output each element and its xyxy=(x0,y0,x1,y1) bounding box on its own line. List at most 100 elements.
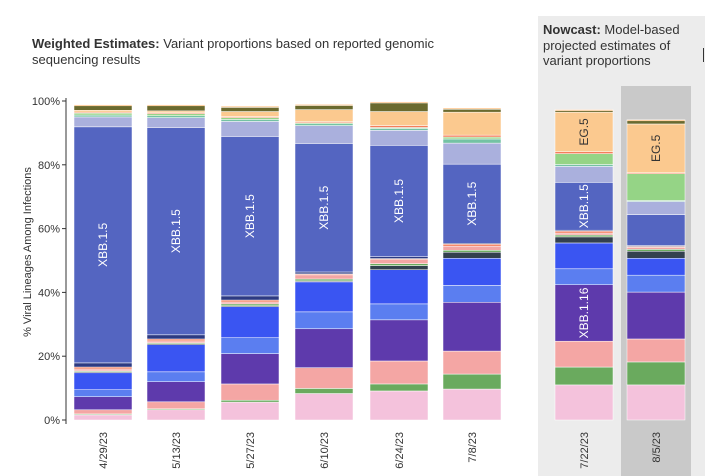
bar-segment xyxy=(443,143,501,164)
bar-segment xyxy=(555,152,613,154)
bar-segment xyxy=(147,341,205,343)
bar-segment xyxy=(555,164,613,166)
x-tick-label: 5/13/23 xyxy=(171,432,183,469)
bar-segment xyxy=(627,292,685,339)
bar-segment xyxy=(295,126,353,144)
bar-segment xyxy=(295,394,353,420)
bar-segment xyxy=(370,304,428,320)
bar-segment xyxy=(443,135,501,137)
bar-segment xyxy=(443,139,501,143)
bar-segment xyxy=(147,118,205,128)
x-tick-label: 7/22/23 xyxy=(579,432,591,469)
bar-segment xyxy=(555,243,613,269)
bar-segment xyxy=(221,400,279,402)
bar-segment xyxy=(555,235,613,237)
bar-segment xyxy=(295,368,353,389)
bar-segment xyxy=(627,201,685,214)
bar-segment xyxy=(74,115,132,117)
y-tick-label: 60% xyxy=(38,224,60,236)
bar-segment xyxy=(443,302,501,351)
bar-segment xyxy=(370,266,428,270)
bar-label: EG.5 xyxy=(577,118,591,146)
bar-segment xyxy=(221,300,279,302)
bar-label: XBB.1.5 xyxy=(392,179,406,223)
y-tick-label: 80% xyxy=(38,160,60,172)
bar-segment xyxy=(370,320,428,361)
bar-segment xyxy=(555,385,613,420)
bar-segment xyxy=(627,120,685,121)
bar-segment xyxy=(370,257,428,259)
bar-segment xyxy=(74,397,132,410)
bar-segment xyxy=(443,108,501,109)
bar-segment xyxy=(74,415,132,420)
bar-segment xyxy=(295,275,353,279)
bar-segment xyxy=(147,116,205,118)
bar-segment xyxy=(221,120,279,122)
bar-segment xyxy=(627,174,685,201)
bar-segment xyxy=(627,385,685,420)
bar-segment xyxy=(370,384,428,391)
chart-title-bold: Weighted Estimates: xyxy=(32,36,160,51)
bar-segment xyxy=(147,339,205,341)
bar-segment xyxy=(627,362,685,385)
bar-label: XBB.1.16 xyxy=(577,287,591,338)
bar-segment xyxy=(443,244,501,246)
bar-segment xyxy=(555,237,613,243)
bar-segment xyxy=(74,410,132,414)
bar-segment xyxy=(370,130,428,145)
bar-segment xyxy=(221,106,279,107)
x-tick-label: 6/24/23 xyxy=(394,432,406,469)
bar-label: XBB.1.5 xyxy=(317,185,331,229)
x-tick-label: 4/29/23 xyxy=(98,432,110,469)
bar-segment xyxy=(295,110,353,122)
bar-segment xyxy=(147,402,205,409)
bar-segment xyxy=(221,118,279,120)
bar-segment xyxy=(370,361,428,384)
bar-segment xyxy=(370,270,428,304)
bar-segment xyxy=(295,388,353,393)
bar-segment xyxy=(443,112,501,135)
y-tick-label: 100% xyxy=(32,96,60,108)
bar-segment xyxy=(443,374,501,389)
bar-segment xyxy=(74,373,132,390)
bar-segment xyxy=(555,269,613,285)
bar-segment xyxy=(221,296,279,300)
bar-segment xyxy=(147,345,205,372)
bar-segment xyxy=(443,389,501,420)
bar-segment xyxy=(221,402,279,420)
bar-segment xyxy=(147,372,205,382)
bar-segment xyxy=(370,260,428,264)
bar-segment xyxy=(443,246,501,250)
bar-segment xyxy=(370,128,428,130)
bar-segment xyxy=(74,367,132,369)
bar-segment xyxy=(627,249,685,251)
bar-segment xyxy=(627,121,685,124)
y-tick-label: 0% xyxy=(44,415,60,427)
bar-segment xyxy=(74,110,132,112)
bar-segment xyxy=(221,354,279,384)
bar-label: XBB.1.5 xyxy=(243,194,257,238)
y-tick-label: 20% xyxy=(38,351,60,363)
bar-segment xyxy=(74,363,132,367)
bar-label: XBB.1.5 xyxy=(169,209,183,253)
bar-segment xyxy=(74,113,132,115)
bar-label: XBB.1.5 xyxy=(465,181,479,225)
bar-segment xyxy=(370,126,428,128)
bar-segment xyxy=(74,105,132,106)
bar-segment xyxy=(627,251,685,258)
bar-segment xyxy=(443,285,501,302)
nowcast-title: Nowcast: Model-based projected estimates… xyxy=(543,22,693,69)
nowcast-title-bold: Nowcast: xyxy=(543,22,601,37)
bar-segment xyxy=(221,107,279,111)
x-tick-label: 5/27/23 xyxy=(245,432,257,469)
bar-segment xyxy=(627,258,685,275)
bar-segment xyxy=(555,110,613,111)
bar-segment xyxy=(443,258,501,285)
bar-segment xyxy=(555,233,613,235)
bar-segment xyxy=(555,166,613,182)
bar-segment xyxy=(221,121,279,136)
x-tick-label: 8/5/23 xyxy=(651,432,663,463)
x-tick-label: 6/10/23 xyxy=(319,432,331,469)
y-tick-label: 40% xyxy=(38,287,60,299)
bar-segment xyxy=(221,338,279,354)
